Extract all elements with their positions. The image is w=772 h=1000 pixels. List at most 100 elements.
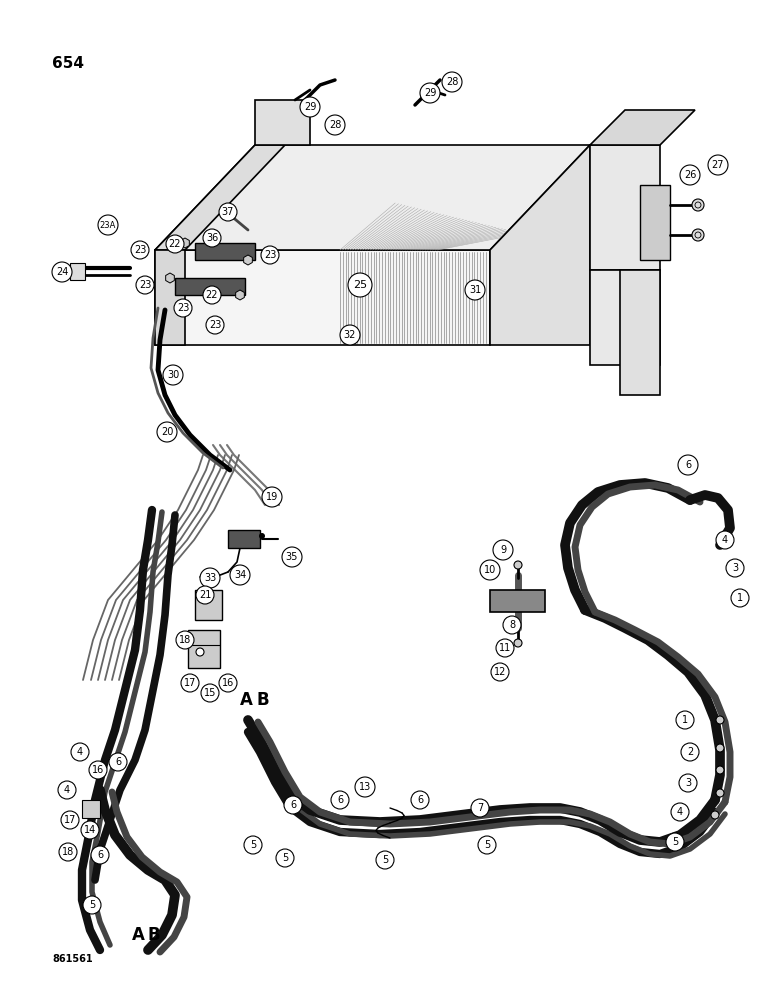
Text: 23: 23 [208, 320, 222, 330]
Text: 17: 17 [64, 815, 76, 825]
Circle shape [230, 565, 250, 585]
Circle shape [300, 97, 320, 117]
Circle shape [679, 774, 697, 792]
Polygon shape [155, 145, 285, 250]
Circle shape [176, 631, 194, 649]
Circle shape [376, 851, 394, 869]
Circle shape [203, 229, 221, 247]
Circle shape [81, 821, 99, 839]
Polygon shape [195, 590, 222, 620]
Circle shape [493, 540, 513, 560]
Text: 6: 6 [685, 460, 691, 470]
Circle shape [692, 229, 704, 241]
Circle shape [52, 262, 72, 282]
Circle shape [708, 155, 728, 175]
Text: 22: 22 [169, 239, 181, 249]
Text: 29: 29 [304, 102, 317, 112]
Text: 35: 35 [286, 552, 298, 562]
Circle shape [89, 761, 107, 779]
Text: A: A [132, 926, 145, 944]
Circle shape [59, 843, 77, 861]
Text: A: A [240, 691, 253, 709]
Circle shape [711, 811, 719, 819]
Circle shape [259, 533, 265, 539]
Text: 28: 28 [329, 120, 341, 130]
Circle shape [196, 648, 204, 656]
Text: 16: 16 [222, 678, 234, 688]
Text: 6: 6 [115, 757, 121, 767]
Circle shape [681, 743, 699, 761]
Circle shape [491, 663, 509, 681]
Circle shape [496, 639, 514, 657]
Polygon shape [82, 800, 100, 818]
Polygon shape [155, 145, 590, 250]
Polygon shape [620, 270, 660, 395]
Polygon shape [640, 185, 670, 260]
Polygon shape [166, 273, 174, 283]
Polygon shape [175, 278, 245, 295]
Circle shape [181, 674, 199, 692]
Text: 23: 23 [264, 250, 276, 260]
Circle shape [503, 616, 521, 634]
Text: 6: 6 [337, 795, 343, 805]
Text: 18: 18 [179, 635, 191, 645]
Polygon shape [490, 145, 590, 345]
Text: 33: 33 [204, 573, 216, 583]
Text: 12: 12 [494, 667, 506, 677]
Text: 27: 27 [712, 160, 724, 170]
Circle shape [411, 791, 429, 809]
Text: 26: 26 [684, 170, 696, 180]
Text: 17: 17 [184, 678, 196, 688]
Text: 23A: 23A [100, 221, 117, 230]
Text: 16: 16 [92, 765, 104, 775]
Text: B: B [148, 926, 161, 944]
Circle shape [478, 836, 496, 854]
Circle shape [203, 286, 221, 304]
Text: 9: 9 [500, 545, 506, 555]
Circle shape [174, 299, 192, 317]
Circle shape [163, 365, 183, 385]
Text: 20: 20 [161, 427, 173, 437]
Text: 861561: 861561 [52, 954, 93, 964]
Circle shape [61, 811, 79, 829]
Polygon shape [590, 270, 660, 365]
Text: 32: 32 [344, 330, 356, 340]
Text: 4: 4 [77, 747, 83, 757]
Circle shape [71, 743, 89, 761]
Text: 6: 6 [97, 850, 103, 860]
Circle shape [716, 531, 734, 549]
Circle shape [716, 744, 724, 752]
Text: 24: 24 [56, 267, 68, 277]
Text: 19: 19 [266, 492, 278, 502]
Circle shape [692, 199, 704, 211]
Text: 25: 25 [353, 280, 367, 290]
Circle shape [666, 833, 684, 851]
Circle shape [465, 280, 485, 300]
Circle shape [166, 235, 184, 253]
Circle shape [676, 711, 694, 729]
Text: 21: 21 [199, 590, 212, 600]
Text: 37: 37 [222, 207, 234, 217]
Text: 654: 654 [52, 56, 84, 71]
Text: 4: 4 [64, 785, 70, 795]
Text: 15: 15 [204, 688, 216, 698]
Polygon shape [255, 100, 310, 145]
Text: 14: 14 [84, 825, 96, 835]
Text: 11: 11 [499, 643, 511, 653]
Text: 18: 18 [62, 847, 74, 857]
Circle shape [514, 639, 522, 647]
Text: 29: 29 [424, 88, 436, 98]
Circle shape [716, 716, 724, 724]
Circle shape [200, 568, 220, 588]
Text: 5: 5 [484, 840, 490, 850]
Circle shape [348, 273, 372, 297]
Polygon shape [235, 290, 244, 300]
Text: 5: 5 [672, 837, 678, 847]
Circle shape [282, 547, 302, 567]
Circle shape [716, 766, 724, 774]
Text: 28: 28 [445, 77, 459, 87]
Text: 3: 3 [685, 778, 691, 788]
Text: 10: 10 [484, 565, 496, 575]
Text: 34: 34 [234, 570, 246, 580]
Circle shape [83, 896, 101, 914]
